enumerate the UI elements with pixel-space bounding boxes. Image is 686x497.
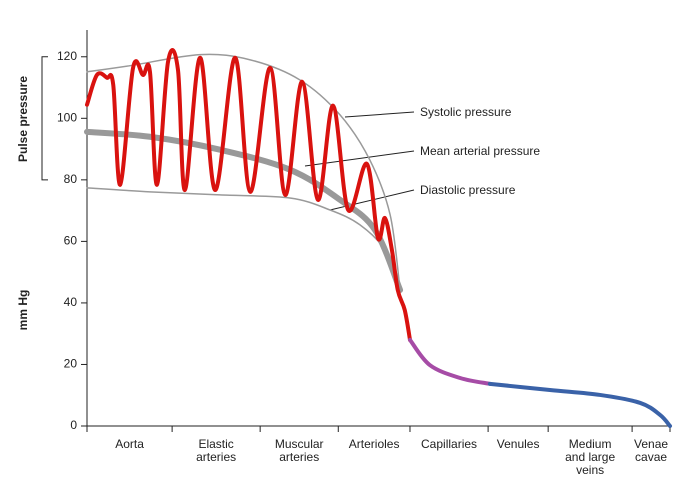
x-category-label: Aorta: [115, 437, 144, 451]
bracket-label: Pulse pressure: [16, 76, 30, 162]
x-category-label: Arterioles: [348, 437, 400, 451]
series-line: [85, 48, 412, 342]
annotation: Systolic pressure: [420, 105, 512, 119]
y-tick-label: 60: [64, 234, 78, 248]
x-category-label: Elastic arteries: [196, 437, 237, 464]
y-tick-label: 0: [70, 418, 77, 432]
annotation: Diastolic pressure: [420, 183, 516, 197]
y-axis-label: mm Hg: [16, 290, 30, 331]
leader-line: [344, 111, 415, 118]
y-tick-label: 20: [64, 357, 78, 371]
annotation: Mean arterial pressure: [420, 144, 540, 158]
series-line: [487, 381, 672, 428]
x-category-label: Venae cavae: [634, 437, 669, 464]
x-category-label: Medium and large veins: [565, 437, 616, 477]
leader-line: [304, 150, 415, 167]
y-tick-label: 40: [64, 295, 78, 309]
y-tick-label: 80: [64, 172, 78, 186]
y-tick-label: 100: [57, 110, 77, 124]
series-line: [86, 53, 401, 291]
x-category-label: Venules: [496, 437, 540, 451]
x-category-label: Muscular arteries: [274, 437, 324, 464]
x-category-label: Capillaries: [421, 437, 478, 451]
y-tick-label: 120: [57, 49, 77, 63]
pulse-bracket: [41, 56, 48, 181]
series-line: [407, 337, 492, 386]
